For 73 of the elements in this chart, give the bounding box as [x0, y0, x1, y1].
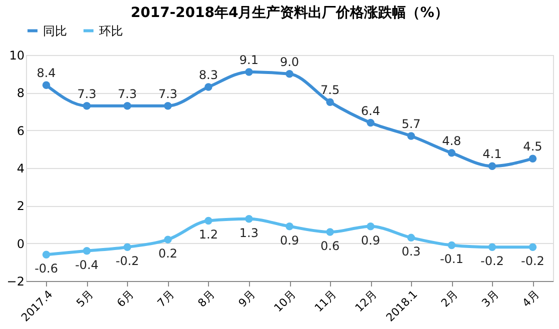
y-tick-label: 6 — [16, 124, 24, 138]
point — [448, 149, 456, 157]
y-tick-label: 4 — [16, 162, 24, 176]
legend-label: 环比 — [99, 24, 123, 38]
y-tick-label: 2 — [16, 199, 24, 214]
data-label: 0.3 — [402, 244, 421, 259]
x-tick-label: 3月 — [479, 288, 502, 310]
point — [42, 250, 50, 258]
data-label: 1.2 — [198, 228, 218, 242]
point — [366, 118, 374, 127]
chart-title: 2017-2018年4月生产资料出厂价格涨跌幅（%） — [130, 4, 448, 21]
point — [82, 247, 91, 255]
data-label: 7.5 — [320, 83, 340, 98]
data-label: 5.7 — [402, 116, 421, 131]
point — [204, 216, 212, 225]
point — [448, 241, 456, 250]
point — [123, 243, 132, 251]
point — [82, 102, 91, 110]
data-label: -0.1 — [440, 252, 464, 266]
point — [326, 228, 334, 236]
data-label: 1.3 — [239, 226, 259, 240]
data-label: 0.9 — [280, 233, 300, 248]
point — [528, 154, 537, 162]
point — [123, 102, 132, 110]
point — [528, 243, 537, 251]
x-tick-label: 11月 — [312, 288, 340, 315]
data-label: 0.9 — [361, 233, 380, 248]
data-label: -0.4 — [75, 258, 99, 272]
x-tick-label: 8月 — [195, 288, 218, 310]
data-label: 7.3 — [77, 86, 96, 101]
point — [407, 132, 415, 140]
point — [164, 236, 172, 244]
point — [204, 83, 212, 91]
y-tick-label: 8 — [16, 86, 24, 100]
point — [286, 70, 294, 78]
point — [164, 102, 172, 110]
x-tick-label: 9月 — [236, 288, 258, 310]
data-label: 0.2 — [158, 246, 178, 261]
y-tick-label: 10 — [9, 48, 24, 62]
data-label: 4.5 — [523, 140, 542, 154]
data-label: 4.1 — [482, 147, 502, 162]
x-tick-label: 7月 — [154, 288, 177, 310]
legend-label: 同比 — [43, 24, 67, 38]
data-label: 4.8 — [442, 134, 462, 148]
x-tick-label: 6月 — [114, 288, 136, 310]
data-label: -0.6 — [34, 262, 58, 276]
point — [366, 222, 374, 230]
data-label: 8.4 — [36, 66, 56, 80]
x-tick-label: 12月 — [352, 288, 380, 315]
x-tick-label: 2月 — [438, 288, 461, 310]
data-label: 6.4 — [361, 104, 380, 118]
point — [407, 234, 415, 242]
x-tick-label: 4月 — [520, 288, 542, 310]
point — [488, 243, 496, 251]
point — [245, 214, 253, 223]
point — [286, 222, 294, 230]
data-label: 7.3 — [158, 86, 178, 101]
data-label: -0.2 — [116, 254, 140, 268]
point — [245, 68, 253, 76]
data-label: 9.0 — [280, 54, 300, 69]
data-label: 8.3 — [198, 68, 218, 82]
data-label: -0.2 — [521, 254, 544, 268]
y-tick-label: −2 — [6, 274, 24, 288]
point — [326, 98, 334, 106]
data-label: 7.3 — [118, 86, 137, 101]
x-tick-label: 5月 — [74, 288, 96, 310]
data-label: 0.6 — [320, 239, 340, 254]
data-label: 9.1 — [239, 52, 259, 67]
point — [42, 81, 50, 89]
point — [488, 162, 496, 170]
data-label: -0.2 — [480, 254, 504, 268]
y-tick-label: 0 — [16, 236, 24, 251]
x-tick-label: 10月 — [272, 288, 298, 315]
